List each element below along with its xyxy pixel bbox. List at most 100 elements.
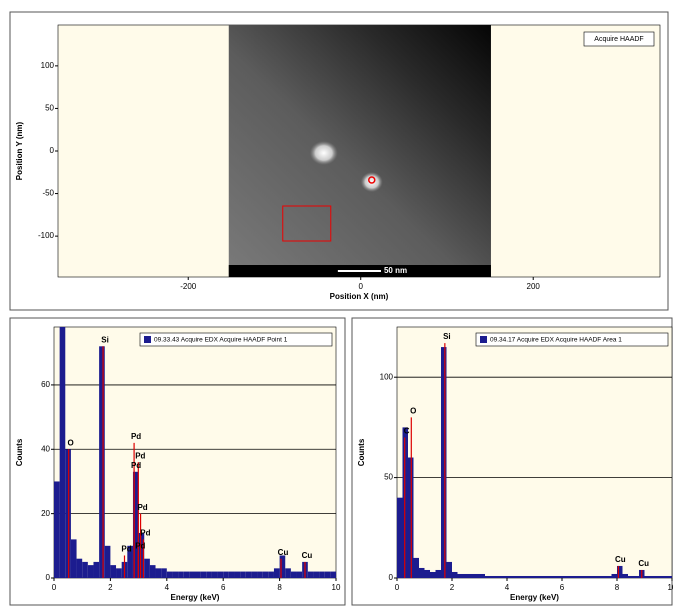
peak-label: Pd	[121, 545, 131, 554]
bar	[551, 575, 557, 578]
bar	[296, 571, 303, 578]
point-marker	[368, 176, 376, 184]
plot-area	[53, 326, 337, 579]
y-tick-label: -100	[38, 231, 55, 240]
plot-content	[397, 343, 672, 578]
bar	[99, 346, 105, 578]
peak-label: C	[404, 427, 410, 436]
bar	[617, 565, 623, 578]
bar	[206, 571, 212, 578]
x-tick-label: 8	[615, 583, 620, 592]
bar	[655, 575, 661, 578]
peak-label: Pd	[135, 541, 145, 550]
bar	[446, 561, 452, 578]
bar	[166, 571, 173, 578]
peak-label: Pd	[137, 503, 147, 512]
bar	[76, 558, 83, 578]
peak-label: Pd	[131, 432, 141, 441]
bar	[457, 573, 463, 578]
bar	[87, 565, 94, 578]
peak-label: Cu	[615, 555, 626, 564]
x-tick-label: 8	[277, 583, 282, 592]
bar	[622, 573, 628, 578]
legend-box	[475, 332, 669, 347]
bar	[273, 568, 280, 578]
peak-label: O	[68, 438, 74, 447]
y-tick-label: 0	[50, 146, 55, 155]
bar	[644, 575, 650, 578]
bar	[611, 573, 617, 578]
peak-label: Cu	[638, 559, 649, 568]
bar	[279, 555, 286, 578]
bar	[268, 571, 274, 578]
y-axis-label: Position Y (nm)	[15, 121, 24, 180]
y-tick-label: 40	[41, 444, 50, 453]
peak-label: Pd	[140, 528, 150, 537]
bar	[285, 568, 291, 578]
bar	[441, 347, 447, 578]
y-tick-label: -50	[42, 189, 54, 198]
bar	[468, 573, 474, 578]
bar	[496, 575, 502, 578]
bar	[240, 571, 246, 578]
bar	[578, 575, 584, 578]
bar	[70, 539, 77, 578]
y-tick-label: 20	[41, 509, 50, 518]
bar	[430, 571, 436, 578]
x-tick-label: 10	[332, 583, 341, 592]
bar	[413, 557, 419, 578]
bar	[245, 571, 252, 578]
x-tick-label: 4	[165, 583, 170, 592]
legend-swatch	[480, 336, 487, 343]
bar	[110, 565, 117, 578]
bar	[562, 575, 568, 578]
x-tick-label: 0	[52, 583, 57, 592]
x-tick-label: 2	[450, 583, 455, 592]
bar	[127, 545, 133, 578]
particle	[309, 141, 338, 165]
plot-content	[54, 327, 336, 578]
bar	[573, 575, 579, 578]
legend-swatch	[144, 336, 151, 343]
y-tick-label: 100	[41, 61, 55, 70]
bar	[189, 571, 195, 578]
x-tick-label: 0	[395, 583, 400, 592]
bar	[606, 575, 612, 578]
bar	[397, 497, 403, 578]
bar	[419, 567, 425, 578]
bar	[178, 571, 184, 578]
bar	[195, 571, 201, 578]
bar	[501, 575, 507, 578]
bar	[534, 575, 540, 578]
bar	[262, 571, 269, 578]
bar	[172, 571, 179, 578]
bar	[545, 575, 551, 578]
x-axis-label: Energy (keV)	[171, 593, 220, 602]
bar	[155, 568, 162, 578]
bar	[490, 575, 496, 578]
x-tick-label: 6	[221, 583, 226, 592]
legend-box	[583, 31, 655, 47]
y-axis-label: Counts	[15, 438, 24, 466]
peak-label: Pd	[131, 461, 141, 470]
bar	[424, 569, 430, 578]
bar	[313, 571, 320, 578]
peak-label: Pd	[135, 451, 145, 460]
bar	[217, 571, 224, 578]
bar	[144, 558, 150, 578]
bar	[116, 568, 122, 578]
x-tick-label: 200	[527, 282, 541, 291]
bar	[540, 575, 546, 578]
bar	[330, 571, 336, 578]
legend-text: Acquire HAADF	[594, 36, 643, 43]
area-marker	[282, 205, 332, 242]
peak-label: O	[410, 406, 416, 415]
bar	[523, 575, 529, 578]
bar	[529, 575, 535, 578]
bar	[556, 575, 562, 578]
bar	[59, 327, 66, 578]
y-tick-label: 50	[384, 473, 393, 482]
bar	[463, 573, 469, 578]
